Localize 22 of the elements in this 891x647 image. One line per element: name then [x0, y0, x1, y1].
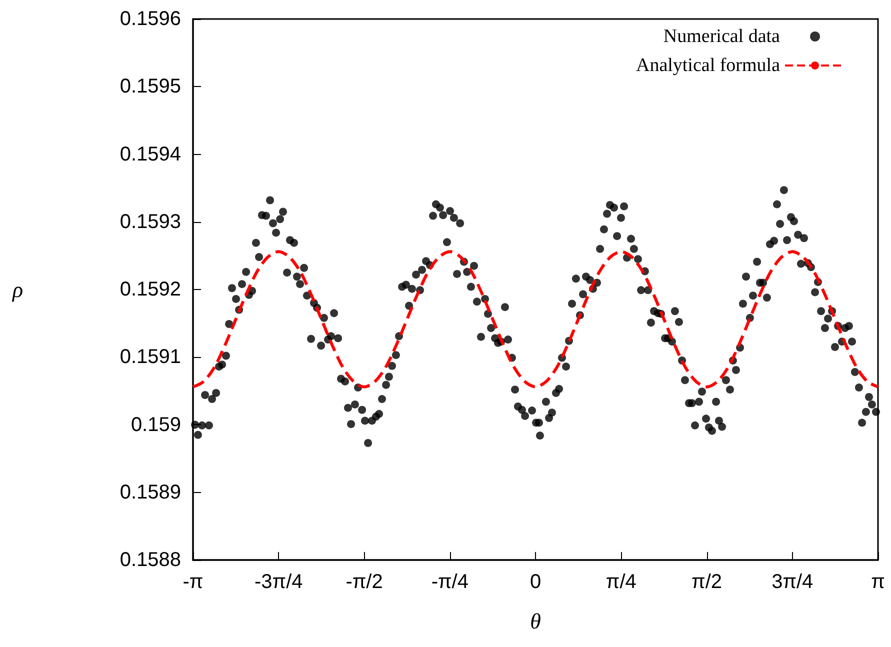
x-tick-label: -π	[182, 571, 204, 593]
y-tick-label: 0.1595	[120, 76, 181, 98]
x-axis-title: θ	[530, 608, 542, 634]
y-tick-label: 0.1596	[120, 8, 181, 30]
y-axis-title: ρ	[11, 277, 23, 302]
x-tick-label: -π/4	[431, 571, 468, 593]
legend-label: Numerical data	[663, 26, 781, 47]
x-tick-label: π	[871, 571, 885, 593]
y-tick-label: 0.1591	[120, 346, 181, 368]
x-tick-label: 0	[530, 571, 542, 593]
y-tick-label: 0.1593	[120, 210, 181, 233]
x-tick-label: 3π/4	[772, 571, 814, 593]
x-tick-label: π/4	[606, 571, 636, 593]
y-tick-label: 0.1588	[120, 549, 181, 571]
y-tick-label: 0.1592	[120, 278, 181, 300]
x-tick-label: -3π/4	[254, 571, 303, 593]
legend-label: Analytical formula	[636, 55, 781, 76]
y-tick-label: 0.1594	[120, 143, 181, 166]
y-tick-label: 0.1589	[120, 481, 181, 504]
x-tick-label: π/2	[692, 571, 722, 593]
x-tick-label: -π/2	[346, 571, 383, 593]
y-tick-label: 0.159	[130, 414, 181, 436]
